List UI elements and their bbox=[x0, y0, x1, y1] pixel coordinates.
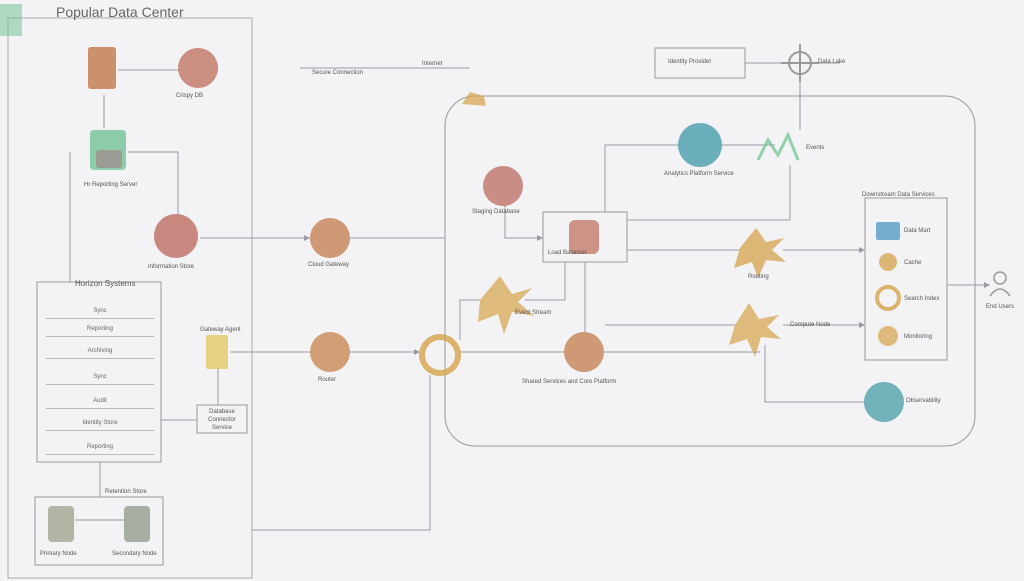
load-balancer-label: Load Balancer bbox=[548, 250, 587, 256]
event-stream-icon bbox=[478, 276, 534, 334]
bottom-box-frame bbox=[34, 496, 164, 566]
compute-node-label: Compute Node bbox=[790, 322, 831, 328]
cloud-gateway-icon bbox=[310, 218, 350, 258]
reporting-server-icon bbox=[90, 130, 126, 170]
monitoring-icon bbox=[878, 326, 898, 346]
analytics-platform-icon bbox=[678, 123, 722, 167]
list-item: Audit bbox=[46, 394, 154, 409]
staging-database-label: Staging Database bbox=[472, 209, 520, 215]
datacenter-icon bbox=[0, 4, 22, 36]
information-store-icon bbox=[154, 214, 198, 258]
secondary-node-label: Secondary Node bbox=[112, 551, 157, 557]
primary-node-label: Primary Node bbox=[40, 551, 77, 557]
events-label: Events bbox=[806, 145, 825, 151]
analytics-platform-label: Analytics Platform Service bbox=[664, 171, 734, 177]
cloud-zone-icon bbox=[462, 92, 486, 106]
data-lake-hub-icon bbox=[781, 44, 819, 82]
data-lake-label: Data Lake bbox=[818, 59, 846, 65]
cache-icon bbox=[879, 253, 897, 271]
gateway-agent-label: Gateway Agent bbox=[200, 327, 241, 333]
secure-connection-label: Secure Connection bbox=[312, 70, 364, 76]
list-item: Reporting bbox=[46, 440, 154, 455]
information-store-label: Information Store bbox=[148, 264, 195, 270]
identity-provider-label: Identity Provider bbox=[668, 59, 712, 65]
connector-service-label: Database Connector Service bbox=[208, 409, 236, 431]
shared-services-label: Shared Services and Core Platform bbox=[522, 379, 617, 385]
end-users-label: End Users bbox=[986, 304, 1015, 310]
staging-database-icon bbox=[483, 166, 523, 206]
list-item: Identity Store bbox=[46, 416, 154, 431]
crispy-db-icon bbox=[88, 47, 116, 89]
panel-header: Downstream Data Services bbox=[862, 192, 935, 198]
panel-item-monitoring: Monitoring bbox=[904, 334, 933, 340]
observability-icon bbox=[864, 382, 904, 422]
event-stream-label: Event Stream bbox=[515, 310, 552, 316]
router-icon bbox=[310, 332, 350, 372]
compute-icon bbox=[178, 48, 218, 88]
search-index-icon bbox=[875, 285, 901, 311]
gateway-agent-icon bbox=[206, 335, 228, 369]
list-item: Archiving bbox=[46, 344, 154, 359]
list-header: Horizon Systems bbox=[75, 279, 136, 288]
reporting-server-label: Hr Reporting Server bbox=[84, 182, 138, 188]
shared-services-icon bbox=[564, 332, 604, 372]
primary-node-icon bbox=[48, 506, 74, 542]
compute-node-icon bbox=[729, 303, 781, 357]
onprem-frame bbox=[7, 17, 253, 579]
observability-label: Observability bbox=[906, 398, 941, 404]
panel-frame bbox=[864, 197, 948, 361]
routing-icon bbox=[734, 228, 786, 278]
page-title: Popular Data Center bbox=[56, 4, 184, 20]
cloud-frame bbox=[444, 95, 976, 447]
router-label: Router bbox=[318, 377, 337, 383]
secondary-node-icon bbox=[124, 506, 150, 542]
list-item: Reporting bbox=[46, 322, 154, 337]
load-balancer-icon bbox=[569, 220, 599, 254]
list-box-frame bbox=[36, 281, 162, 463]
routing-label: Routing bbox=[748, 274, 769, 280]
list-item: Sync bbox=[46, 304, 154, 319]
end-users-icon bbox=[989, 271, 1011, 297]
crispy-db-label: Crispy DB bbox=[176, 93, 204, 99]
cloud-gateway-label: Cloud Gateway bbox=[308, 262, 350, 268]
internet-gateway-icon bbox=[419, 334, 461, 376]
list-item: Sync bbox=[46, 370, 154, 385]
retention-store-label: Retention Store bbox=[105, 489, 147, 495]
data-mart-icon bbox=[876, 222, 900, 240]
side-box-frame bbox=[196, 404, 248, 434]
events-wave-icon bbox=[756, 131, 800, 161]
internet-label: Internet bbox=[422, 61, 443, 67]
panel-item-search-index: Search Index bbox=[904, 296, 940, 302]
panel-item-cache: Cache bbox=[904, 260, 922, 266]
panel-item-data-mart: Data Mart bbox=[904, 228, 931, 234]
